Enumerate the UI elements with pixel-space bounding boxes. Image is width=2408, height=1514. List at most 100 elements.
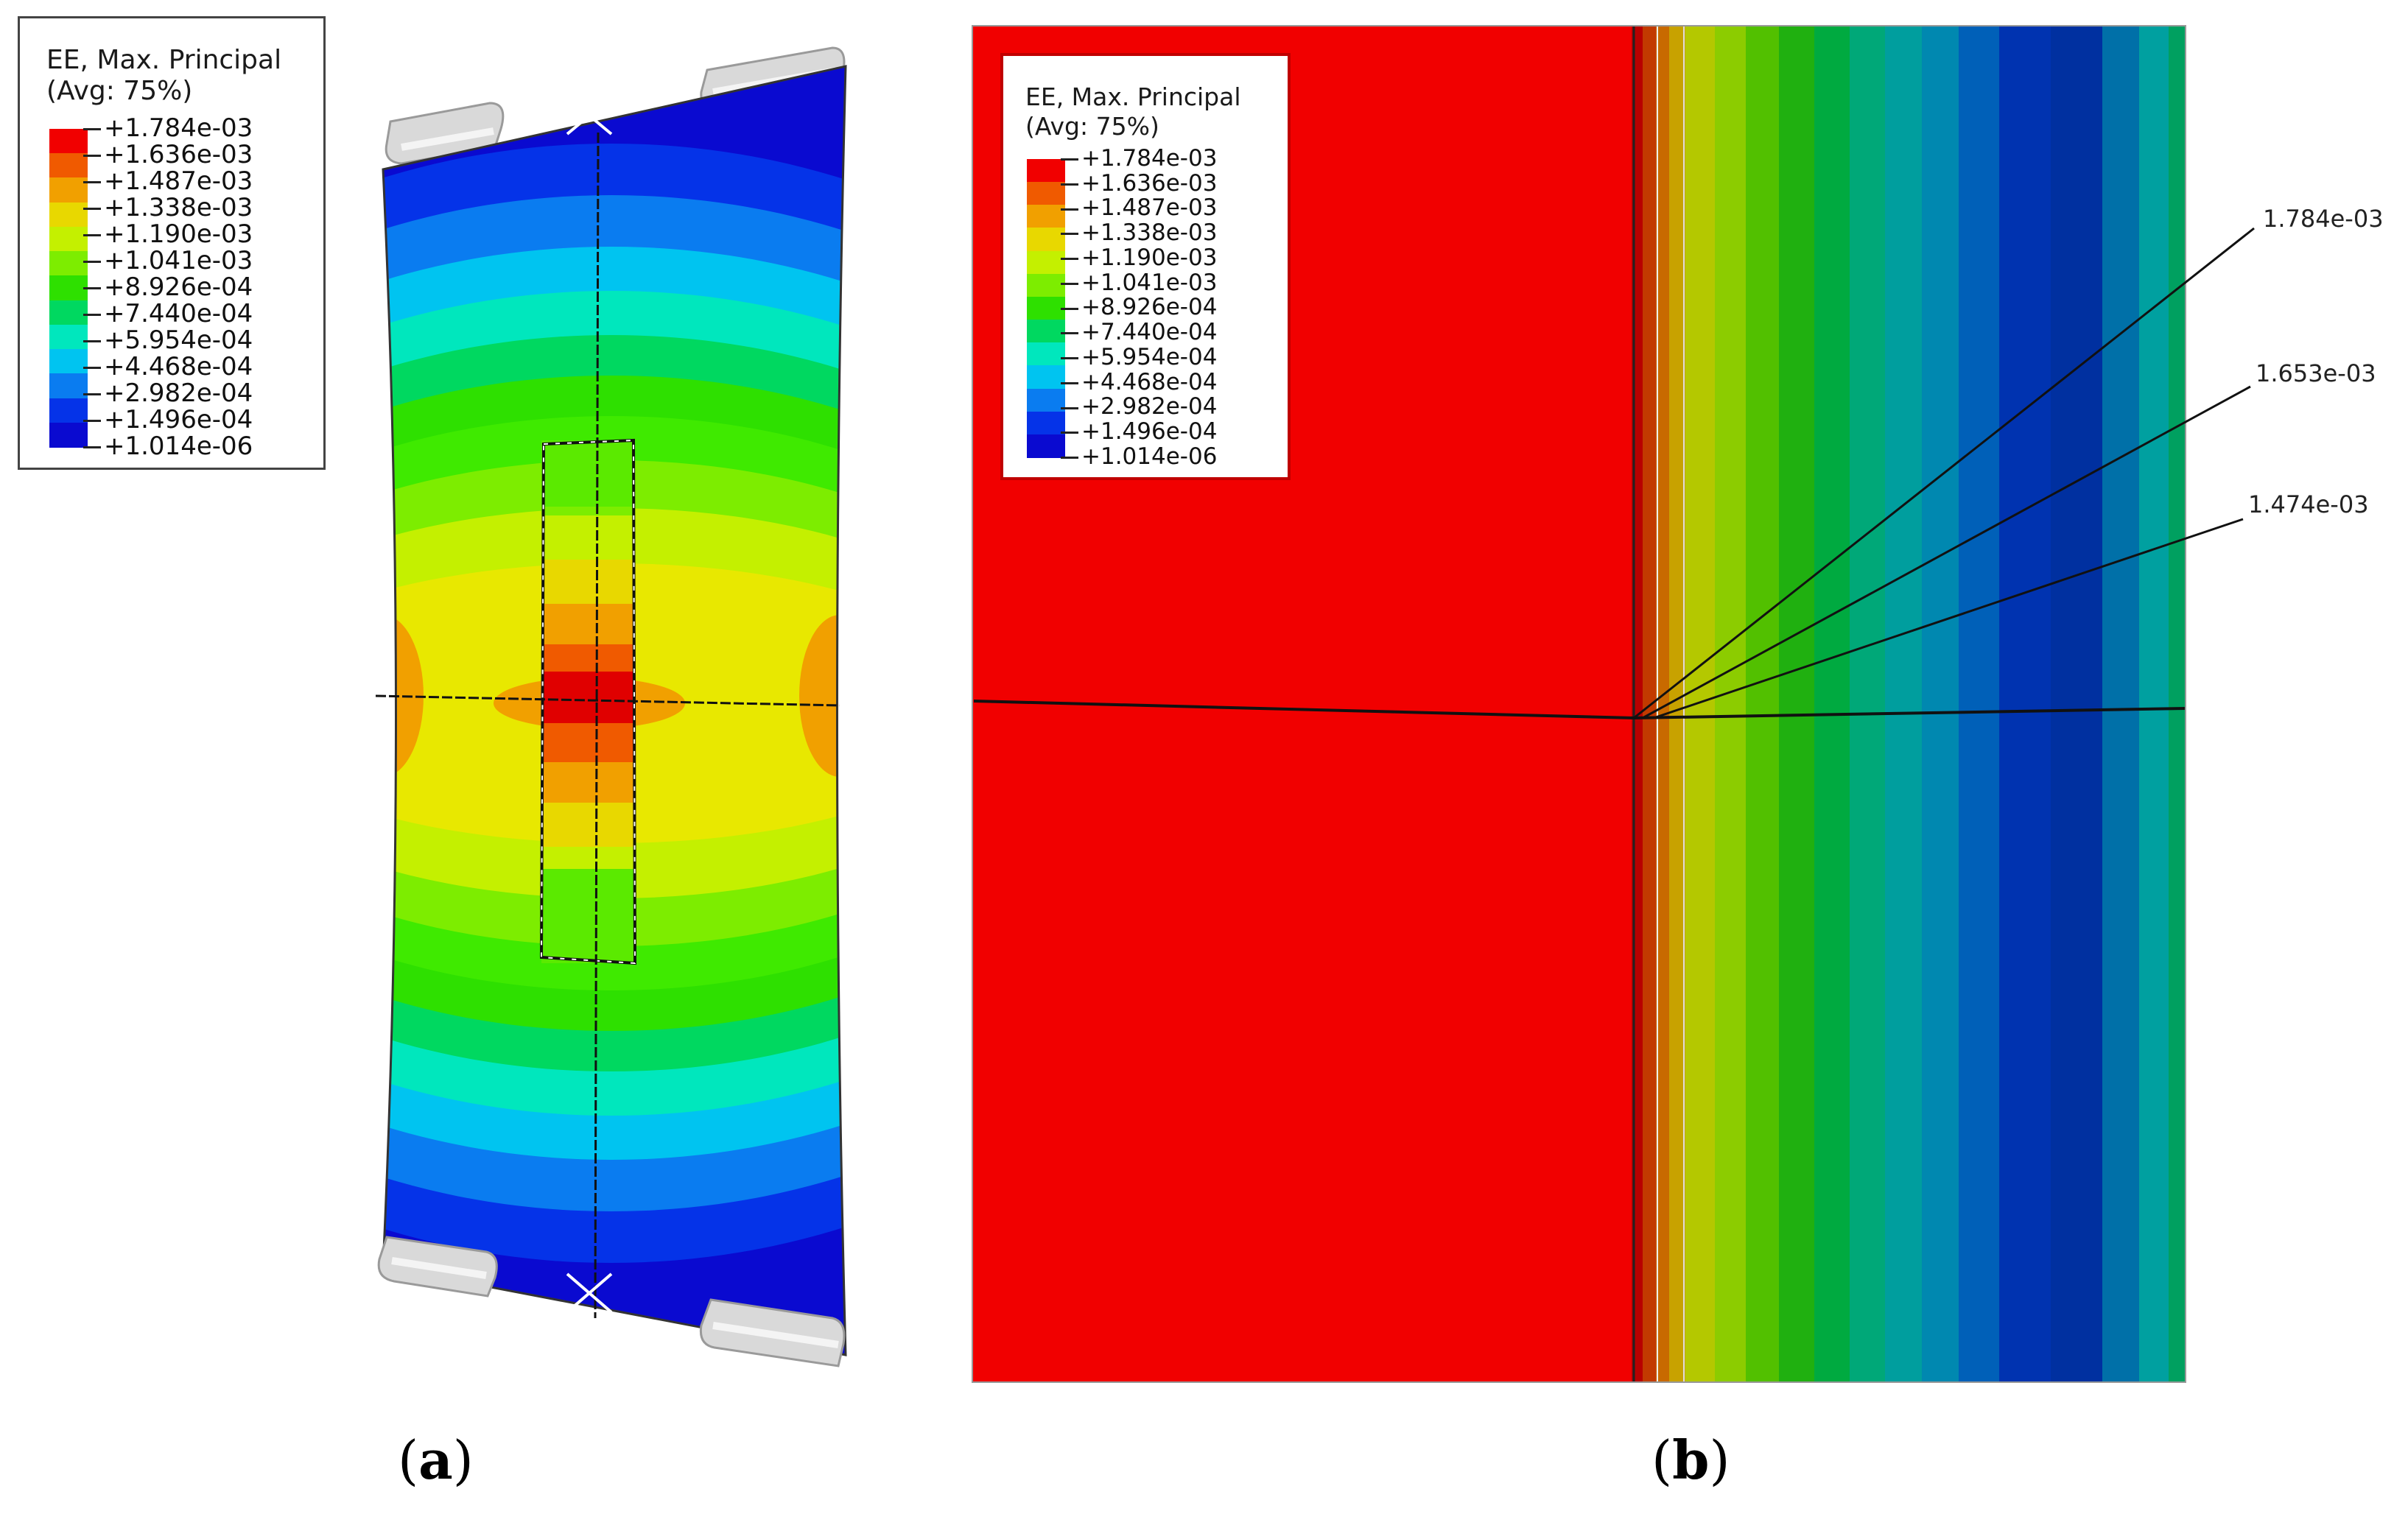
legend-b-subtitle: (Avg: 75%): [1025, 112, 1159, 141]
legend-level-label: +2.982e-04: [104, 378, 253, 408]
legend-level-label: +1.014e-06: [104, 431, 253, 461]
legend-color-swatch: [49, 422, 88, 448]
legend-panel-a: EE, Max. Principal (Avg: 75%) +1.784e-03…: [18, 16, 326, 470]
legend-level-label: +1.190e-03: [1081, 244, 1218, 271]
legend-color-swatch: [1027, 434, 1065, 458]
legend-color-swatch: [49, 177, 88, 203]
legend-color-swatch: [1027, 365, 1065, 390]
legend-color-swatch: [1027, 296, 1065, 321]
legend-tick: [1061, 158, 1078, 161]
legend-color-swatch: [1027, 388, 1065, 412]
callout-leaders: [1633, 227, 2255, 719]
legend-color-swatch: [49, 153, 88, 179]
legend-level-label: +1.041e-03: [104, 245, 253, 275]
legend-level-label: +1.041e-03: [1081, 269, 1218, 296]
legend-level-label: +8.926e-04: [1081, 294, 1218, 321]
legend-b-colorbar: [1027, 159, 1065, 458]
legend-tick: [1061, 357, 1078, 359]
legend-level-label: +7.440e-04: [1081, 319, 1218, 346]
legend-color-swatch: [1027, 250, 1065, 275]
legend-tick: [1061, 282, 1078, 285]
legend-level-label: +2.982e-04: [1081, 393, 1218, 420]
bottom-right-roller: [699, 1298, 846, 1367]
caption-a-letter: a: [418, 1429, 453, 1491]
caption-b: (b): [1651, 1429, 1730, 1491]
horizontal-edge-left: [973, 700, 1635, 719]
callout-label-2: 1.653e-03: [2256, 359, 2376, 387]
legend-level-label: +4.468e-04: [1081, 368, 1218, 395]
legend-tick: [1061, 183, 1078, 186]
legend-tick: [83, 261, 101, 263]
legend-tick: [83, 314, 101, 316]
legend-level-label: +1.496e-04: [1081, 418, 1218, 446]
legend-level-label: +7.440e-04: [104, 298, 253, 328]
legend-tick: [83, 287, 101, 289]
legend-color-swatch: [1027, 273, 1065, 297]
legend-tick: [83, 234, 101, 236]
legend-color-swatch: [1027, 205, 1065, 229]
legend-level-label: +1.784e-03: [1081, 144, 1218, 172]
legend-panel-b: EE, Max. Principal (Avg: 75%) +1.784e-03…: [1000, 53, 1291, 480]
legend-level-label: +1.784e-03: [104, 113, 253, 143]
legend-tick: [83, 393, 101, 395]
legend-tick: [1061, 208, 1078, 211]
legend-tick: [83, 367, 101, 369]
legend-tick: [83, 128, 101, 130]
legend-level-label: +5.954e-04: [104, 325, 253, 355]
legend-color-swatch: [49, 226, 88, 253]
legend-level-label: +1.487e-03: [104, 166, 253, 196]
legend-level-label: +1.338e-03: [1081, 219, 1218, 247]
legend-color-swatch: [49, 373, 88, 399]
body-outline: [382, 65, 847, 1356]
legend-level-label: +1.014e-06: [1081, 443, 1218, 470]
vertical-midline: [594, 132, 600, 1319]
legend-level-label: +8.926e-04: [104, 272, 253, 302]
bottom-x-marker: [566, 1272, 613, 1314]
callout-label-3: 1.474e-03: [2248, 490, 2369, 518]
legend-color-swatch: [1027, 320, 1065, 344]
top-x-marker: [566, 96, 613, 135]
legend-level-label: +1.636e-03: [1081, 169, 1218, 197]
legend-level-label: +1.487e-03: [1081, 194, 1218, 222]
legend-level-label: +1.496e-04: [104, 404, 253, 434]
legend-tick: [1061, 258, 1078, 260]
legend-a-subtitle: (Avg: 75%): [46, 76, 193, 106]
legend-tick: [1061, 332, 1078, 335]
legend-tick: [83, 340, 101, 342]
legend-level-label: +1.190e-03: [104, 219, 253, 249]
legend-tick: [83, 446, 101, 448]
legend-color-swatch: [49, 398, 88, 423]
legend-tick: [83, 181, 101, 183]
legend-level-label: +4.468e-04: [104, 351, 253, 381]
legend-color-swatch: [1027, 342, 1065, 367]
legend-level-label: +1.338e-03: [104, 192, 253, 222]
legend-level-label: +5.954e-04: [1081, 343, 1218, 370]
legend-tick: [83, 208, 101, 210]
legend-tick: [1061, 432, 1078, 434]
legend-color-swatch: [49, 324, 88, 351]
legend-color-swatch: [1027, 228, 1065, 252]
gradient-bands: [1632, 26, 2186, 1382]
bottom-left-roller: [377, 1236, 498, 1298]
legend-tick: [1061, 381, 1078, 384]
legend-a-title: EE, Max. Principal: [46, 45, 282, 75]
legend-level-label: +1.636e-03: [104, 139, 253, 169]
legend-tick: [1061, 457, 1078, 459]
caption-a: (a): [398, 1429, 474, 1491]
legend-color-swatch: [49, 251, 88, 277]
legend-b-title: EE, Max. Principal: [1025, 82, 1241, 111]
legend-color-swatch: [49, 129, 88, 155]
legend-a-colorbar: [49, 129, 88, 448]
legend-color-swatch: [1027, 182, 1065, 206]
legend-tick: [1061, 307, 1078, 310]
caption-b-letter: b: [1672, 1429, 1710, 1491]
legend-tick: [83, 420, 101, 422]
legend-color-swatch: [49, 202, 88, 228]
legend-color-swatch: [1027, 411, 1065, 435]
legend-tick: [1061, 233, 1078, 236]
legend-color-swatch: [49, 275, 88, 301]
legend-tick: [83, 155, 101, 157]
callout-label-1: 1.784e-03: [2263, 205, 2384, 233]
